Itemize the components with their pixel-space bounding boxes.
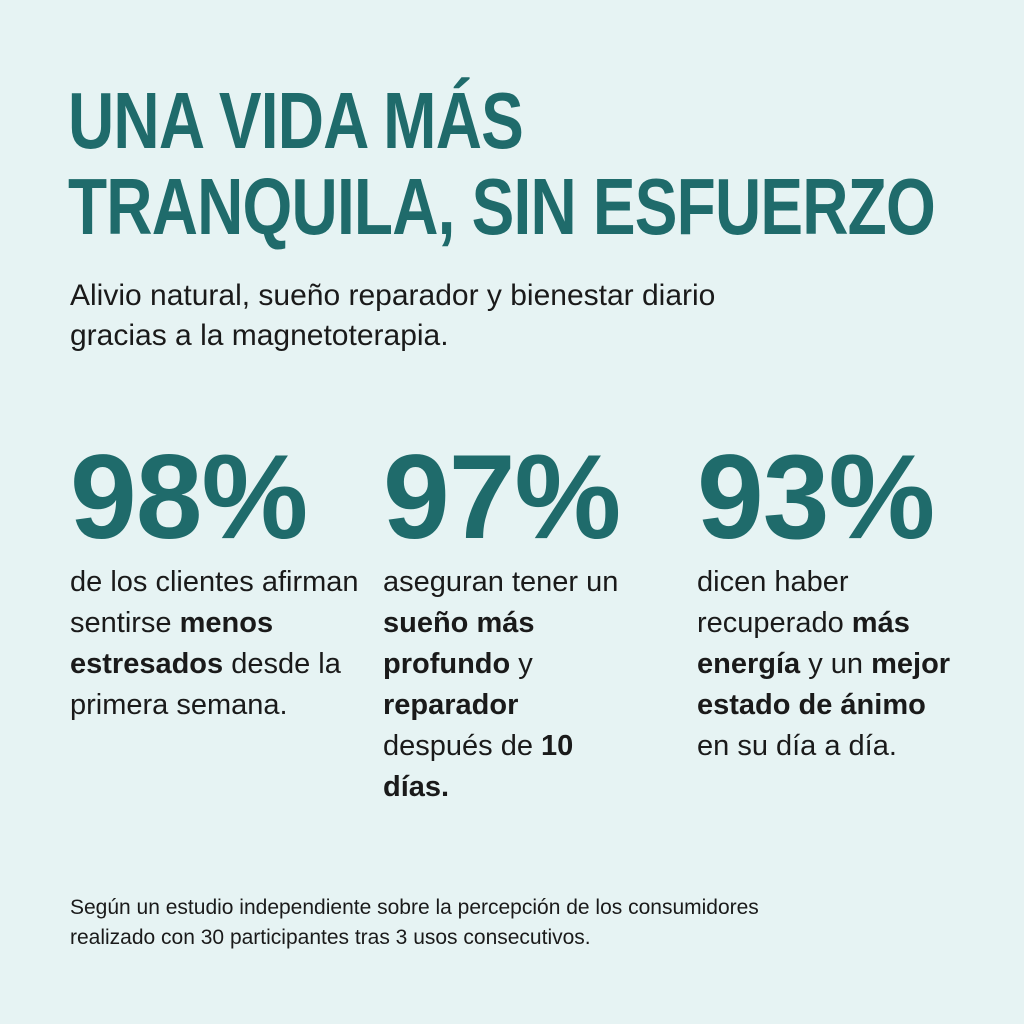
stat-column-1: 98% de los clientes afirman sentirse men… xyxy=(70,432,370,726)
stat-highlight: más energía xyxy=(697,607,910,680)
subtitle-line-1: Alivio natural, sueño reparador y bienes… xyxy=(70,279,716,312)
stat-text: aseguran tener un xyxy=(383,566,619,598)
stat-highlight: reparador xyxy=(383,689,519,721)
stat-highlight: 10 días. xyxy=(383,730,574,803)
footnote-line-2: realizado con 30 participantes tras 3 us… xyxy=(70,926,591,949)
stat-highlight: mejor estado de ánimo xyxy=(697,648,951,721)
title-line-1: UNA VIDA MÁS xyxy=(68,76,524,165)
stat-value: 98% xyxy=(70,430,308,564)
stat-text: afirman sentirse xyxy=(70,566,359,639)
stat-text: y un xyxy=(800,648,872,680)
footnote-line-1: Según un estudio independiente sobre la … xyxy=(70,896,759,919)
stat-text: y xyxy=(510,648,533,680)
footnote: Según un estudio independiente sobre la … xyxy=(70,893,970,953)
stat-highlight: sueño más profundo xyxy=(383,607,535,680)
stat-value: 93% xyxy=(697,430,935,564)
title-line-2: TRANQUILA, SIN ESFUERZO xyxy=(68,162,936,251)
subtitle-line-2: gracias a la magnetoterapia. xyxy=(70,319,449,352)
stat-highlight: menos estresados xyxy=(70,607,274,680)
stat-text: dicen haber recuperado xyxy=(697,566,852,639)
stat-text: en su día a día. xyxy=(697,730,897,762)
stat-value: 97% xyxy=(383,430,621,564)
stat-text: desde la primera semana. xyxy=(70,648,341,721)
page-title: UNA VIDA MÁS TRANQUILA, SIN ESFUERZO xyxy=(68,78,1024,250)
stat-column-2: 97% aseguran tener un sueño más profundo… xyxy=(383,432,633,808)
stat-description: dicen haber recuperado más energía y un … xyxy=(697,562,962,767)
stat-column-3: 93% dicen haber recuperado más energía y… xyxy=(697,432,962,767)
stat-description: de los clientes afirman sentirse menos e… xyxy=(70,562,370,726)
stat-description: aseguran tener un sueño más profundo y r… xyxy=(383,562,633,808)
stat-text: de los clientes xyxy=(70,566,262,598)
subtitle: Alivio natural, sueño reparador y bienes… xyxy=(70,276,970,356)
stat-text: después de xyxy=(383,730,542,762)
